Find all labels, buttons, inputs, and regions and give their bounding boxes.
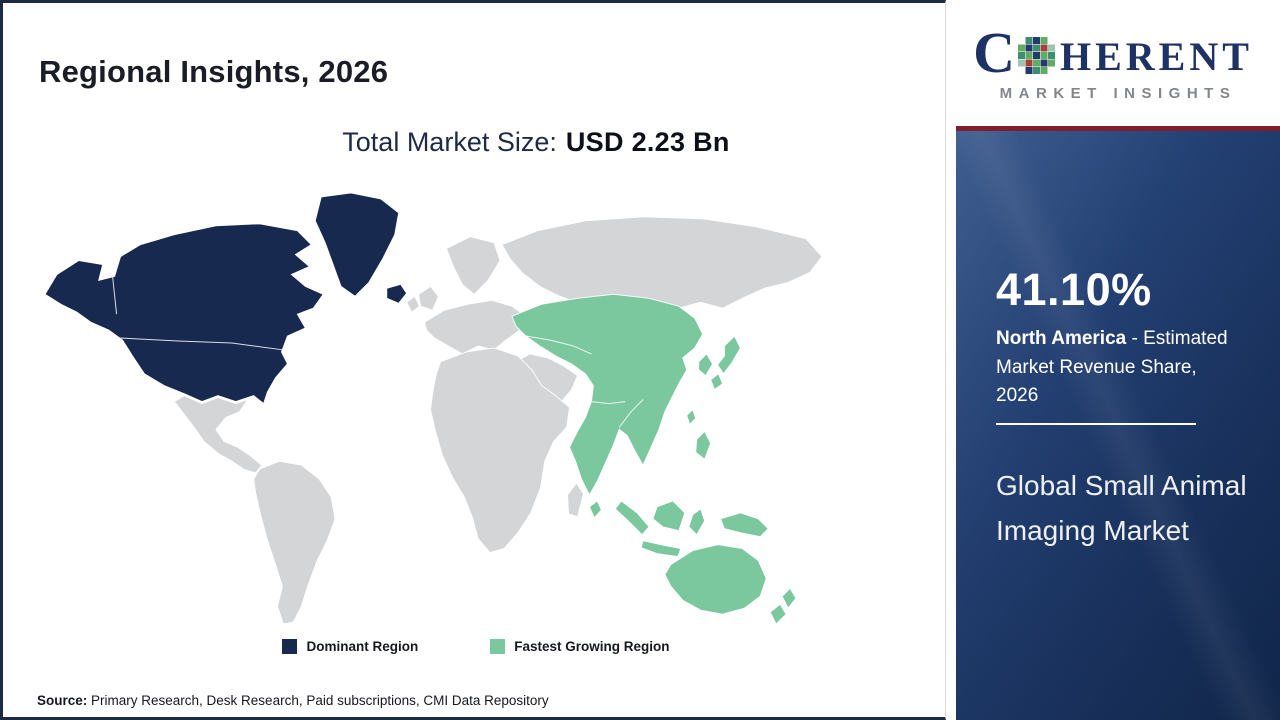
map-sulawesi — [688, 508, 706, 536]
map-border-central-asia — [525, 335, 592, 355]
map-africa — [430, 347, 571, 554]
sidebar: C HERENT MARKET INSIGHTS 41.10% North Am… — [946, 0, 1280, 720]
dominant-region-swatch — [282, 639, 298, 654]
map-asia-pacific — [511, 293, 704, 496]
legend: Dominant Region Fastest Growing Region — [3, 639, 949, 654]
share-description: North America - Estimated Market Revenue… — [996, 325, 1244, 411]
logo-mosaic-icon — [1017, 37, 1055, 74]
map-sri-lanka — [588, 500, 602, 519]
map-uk — [418, 285, 439, 311]
map-new-zealand-north — [781, 587, 797, 610]
map-philippines — [695, 430, 712, 460]
source-label: Source: — [37, 693, 88, 708]
map-sumatra — [614, 500, 650, 536]
market-size-line: Total Market Size: USD 2.23 Bn — [63, 127, 1009, 158]
logo-letters-rest: HERENT — [1059, 34, 1253, 79]
map-korea — [698, 353, 714, 377]
map-mexico-central-america — [173, 395, 263, 474]
map-border-alaska — [112, 276, 118, 315]
fastest-growing-region-swatch — [490, 639, 506, 654]
map-greenland — [314, 192, 400, 297]
world-map — [44, 192, 823, 625]
map-new-guinea — [719, 512, 769, 538]
market-size-label: Total Market Size: — [342, 127, 557, 157]
map-border-us-canada — [120, 337, 284, 351]
map-europe — [423, 299, 527, 355]
main-panel: Regional Insights, 2026 Total Market Siz… — [0, 0, 946, 720]
map-madagascar — [567, 482, 584, 518]
brand-logo: C HERENT MARKET INSIGHTS — [946, 0, 1280, 126]
source-line: Source: Primary Research, Desk Research,… — [37, 693, 549, 708]
map-north-america — [44, 223, 324, 405]
map-new-zealand-south — [769, 603, 787, 625]
logo-letter-c: C — [973, 20, 1015, 85]
share-value: 41.10% — [996, 264, 1152, 315]
legend-item-fastest-growing: Fastest Growing Region — [490, 639, 670, 654]
map-japan — [716, 335, 741, 375]
map-borneo — [652, 500, 686, 532]
report-title: Global Small Animal Imaging Market — [996, 470, 1247, 546]
map-java — [640, 540, 682, 558]
legend-label-fastest-growing: Fastest Growing Region — [514, 639, 670, 654]
map-japan-south — [710, 373, 724, 391]
map-border-india-china — [591, 401, 626, 405]
map-south-america — [253, 460, 336, 625]
map-ireland — [406, 295, 421, 313]
map-russia-north-asia — [501, 216, 823, 309]
map-iceland — [386, 283, 408, 304]
map-scandinavia — [445, 236, 501, 295]
share-region: North America — [996, 328, 1127, 349]
map-australia — [664, 544, 767, 615]
market-size-value: USD 2.23 Bn — [565, 127, 730, 157]
highlight-panel: 41.10% North America - Estimated Market … — [956, 131, 1280, 720]
logo-tagline: MARKET INSIGHTS — [999, 85, 1237, 102]
legend-item-dominant: Dominant Region — [282, 639, 418, 654]
source-text: Primary Research, Desk Research, Paid su… — [87, 693, 549, 708]
brand-logo-wordmark: C HERENT — [973, 24, 1253, 82]
divider-line — [996, 423, 1196, 425]
maroon-accent-bar — [956, 126, 1280, 131]
page-title: Regional Insights, 2026 — [39, 53, 389, 89]
map-border-china-sea — [618, 399, 644, 428]
share-suffix: - Estimated Market Revenue Share, 2026 — [996, 328, 1228, 406]
legend-label-dominant: Dominant Region — [306, 639, 419, 654]
map-taiwan — [686, 408, 697, 426]
